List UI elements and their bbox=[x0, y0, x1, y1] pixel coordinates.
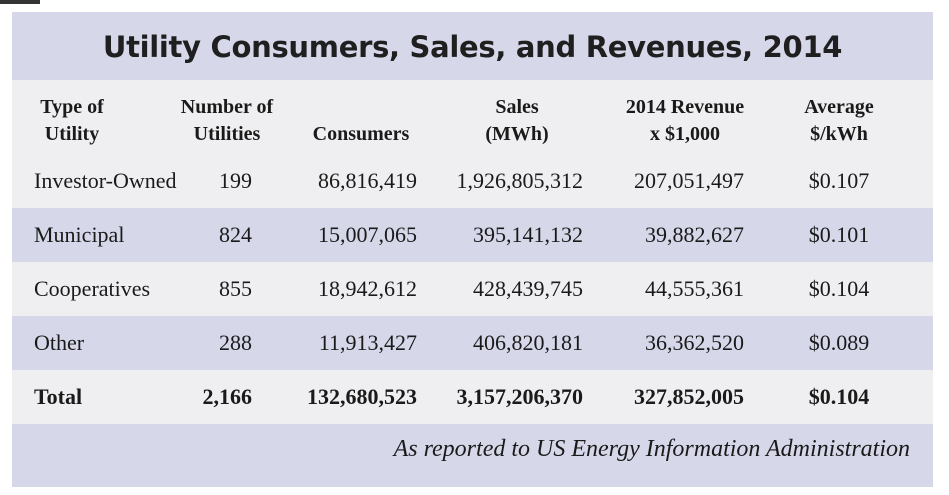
cell-average: $0.104 bbox=[808, 276, 870, 301]
cell-type: Municipal bbox=[34, 222, 125, 247]
cell-consumers: 18,942,612 bbox=[318, 276, 417, 301]
utility-table: Utility Consumers, Sales, and Revenues, … bbox=[12, 12, 933, 487]
cell-sales: 1,926,805,312 bbox=[456, 168, 584, 193]
table-title: Utility Consumers, Sales, and Revenues, … bbox=[102, 30, 843, 64]
header-sales: Sales (MWh) bbox=[485, 96, 549, 145]
cell-average: $0.089 bbox=[808, 330, 870, 355]
cell-type: Investor-Owned bbox=[34, 168, 177, 193]
cell-number: 199 bbox=[219, 168, 252, 193]
table-row: Municipal 824 15,007,065 395,141,132 39,… bbox=[12, 208, 933, 262]
header-average-price: Average $/kWh bbox=[804, 96, 874, 145]
table-total-row: Total 2,166 132,680,523 3,157,206,370 32… bbox=[12, 370, 933, 424]
cell-type: Cooperatives bbox=[34, 276, 151, 301]
table-row: Investor-Owned 199 86,816,419 1,926,805,… bbox=[12, 154, 933, 208]
cell-number: 2,166 bbox=[202, 384, 253, 409]
table-header: Type of Utility Number of Utilities Cons… bbox=[12, 80, 933, 166]
cell-number: 288 bbox=[219, 330, 252, 355]
cell-number: 855 bbox=[219, 276, 252, 301]
cell-consumers: 86,816,419 bbox=[318, 168, 417, 193]
cell-consumers: 11,913,427 bbox=[318, 330, 417, 355]
cell-revenue: 39,882,627 bbox=[645, 222, 744, 247]
cell-consumers: 132,680,523 bbox=[307, 384, 417, 409]
cell-average: $0.104 bbox=[808, 384, 870, 409]
page-edge-mark bbox=[0, 0, 40, 4]
header-revenue: 2014 Revenue x $1,000 bbox=[625, 96, 745, 145]
cell-sales: 406,820,181 bbox=[473, 330, 583, 355]
table-row: Other 288 11,913,427 406,820,181 36,362,… bbox=[12, 316, 933, 370]
cell-average: $0.101 bbox=[808, 222, 870, 247]
header-type-of-utility: Type of Utility bbox=[40, 96, 104, 145]
cell-sales: 395,141,132 bbox=[473, 222, 583, 247]
source-footnote: As reported to US Energy Information Adm… bbox=[393, 436, 910, 462]
cell-revenue: 44,555,361 bbox=[645, 276, 744, 301]
cell-sales: 428,439,745 bbox=[473, 276, 583, 301]
cell-revenue: 36,362,520 bbox=[645, 330, 744, 355]
cell-type: Total bbox=[34, 384, 83, 409]
cell-type: Other bbox=[34, 330, 85, 355]
cell-revenue: 207,051,497 bbox=[634, 168, 744, 193]
header-number-of-utilities: Number of Utilities bbox=[180, 96, 274, 145]
table-row: Cooperatives 855 18,942,612 428,439,745 … bbox=[12, 262, 933, 316]
header-consumers: Consumers bbox=[312, 123, 410, 145]
cell-number: 824 bbox=[219, 222, 252, 247]
cell-revenue: 327,852,005 bbox=[634, 384, 744, 409]
cell-sales: 3,157,206,370 bbox=[456, 384, 584, 409]
cell-average: $0.107 bbox=[808, 168, 870, 193]
cell-consumers: 15,007,065 bbox=[318, 222, 417, 247]
